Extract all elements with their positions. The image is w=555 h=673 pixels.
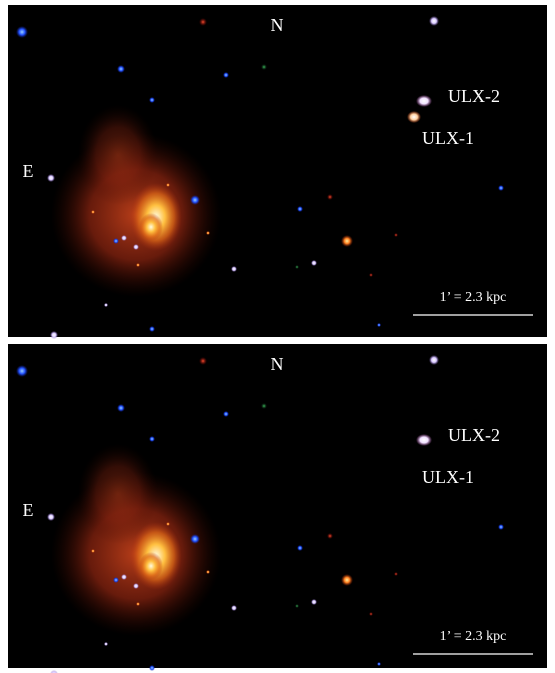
point-source [117,65,125,73]
point-source [47,174,55,182]
point-source [133,583,139,589]
point-source [166,522,170,526]
point-source [341,235,353,247]
point-source [149,665,155,671]
nebula-core [139,213,163,241]
point-source [394,572,398,576]
point-source [149,326,155,332]
point-source [231,266,237,272]
nebula-core [139,552,163,580]
point-source [341,574,353,586]
point-source [16,365,28,377]
point-source [47,513,55,521]
scale-label: 1’ = 2.3 kpc [440,629,507,644]
point-source [311,599,317,605]
point-source [136,602,140,606]
point-source [429,16,439,26]
image-panel: N E ULX-2 ULX-1 1’ = 2.3 kpc [8,344,547,673]
ulx-2-label: ULX-2 [448,86,500,106]
point-source [199,18,207,26]
point-source [498,524,504,530]
point-source [369,612,373,616]
point-source [297,206,303,212]
figure: N E ULX-2 ULX-1 1’ = 2.3 kpc N E ULX-2 ULX-1 1’ =… [0,0,555,673]
point-source [327,194,333,200]
north-label: N [271,354,284,374]
ulx-2-source [416,95,432,107]
east-label: E [23,500,34,520]
point-source [295,265,299,269]
point-source [121,235,127,241]
point-source [327,533,333,539]
point-source [429,355,439,365]
point-source [50,331,58,339]
point-source [311,260,317,266]
point-source [231,605,237,611]
point-source [117,404,125,412]
point-source [16,26,28,38]
point-source [394,233,398,237]
point-source [113,577,119,583]
page: N E ULX-2 ULX-1 1’ = 2.3 kpc N E ULX-2 ULX-1 1’ =… [0,0,555,673]
point-source [91,549,95,553]
point-source [91,210,95,214]
point-source [190,195,200,205]
point-source [206,231,210,235]
point-source [104,303,108,307]
point-source [199,357,207,365]
point-source [369,273,373,277]
point-source [166,183,170,187]
point-source [261,64,267,70]
point-source [261,403,267,409]
point-source [149,97,155,103]
ulx-1-label: ULX-1 [422,467,474,487]
point-source [377,323,381,327]
ulx-1-label: ULX-1 [422,128,474,148]
image-panel: N E ULX-2 ULX-1 1’ = 2.3 kpc [8,5,547,339]
point-source [136,263,140,267]
point-source [223,72,229,78]
point-source [133,244,139,250]
point-source [498,185,504,191]
scale-label: 1’ = 2.3 kpc [440,290,507,305]
point-source [297,545,303,551]
point-source [295,604,299,608]
point-source [190,534,200,544]
ulx-1-source [407,111,421,123]
point-source [206,570,210,574]
point-source [104,642,108,646]
point-source [149,436,155,442]
point-source [223,411,229,417]
point-source [121,574,127,580]
ulx-2-source [416,434,432,446]
east-label: E [23,161,34,181]
north-label: N [271,15,284,35]
ulx-2-label: ULX-2 [448,425,500,445]
point-source [113,238,119,244]
point-source [377,662,381,666]
